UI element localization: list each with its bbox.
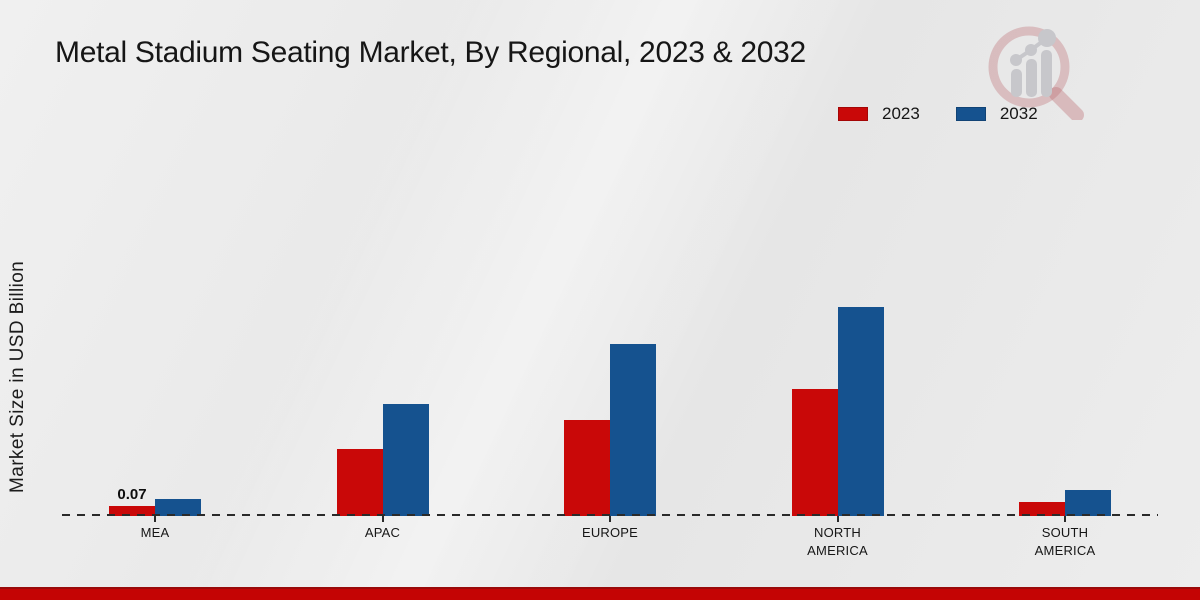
bar-2032-north-america (837, 307, 884, 516)
axis-tick (836, 516, 839, 522)
x-axis-dashed-baseline (62, 514, 1158, 516)
legend-label-2032: 2032 (999, 104, 1038, 123)
legend-swatch-2023 (838, 107, 868, 121)
legend-label-2023: 2023 (882, 104, 920, 123)
category-label-north-america: NORTH AMERICA (807, 525, 868, 558)
axis-tick (154, 516, 156, 522)
bar-2023-europe (564, 420, 610, 516)
bar-2032-apac (382, 404, 429, 516)
chart-title: Metal Stadium Seating Market, By Regiona… (55, 36, 806, 69)
y-axis-label: Market Size in USD Billion (7, 260, 28, 494)
axis-tick (609, 516, 611, 522)
category-label-apac: APAC (364, 525, 401, 540)
axis-tick (1064, 516, 1066, 522)
category-label-mea: MEA (140, 525, 170, 540)
bar-2023-mea (109, 506, 155, 516)
bar-2032-mea (155, 499, 201, 516)
bar-value-label: 0.07 (117, 486, 147, 503)
bar-2023-apac (336, 449, 383, 516)
footer-accent-band (0, 587, 1200, 600)
category-label-south-america: SOUTH AMERICA (1034, 525, 1096, 558)
axis-tick (381, 516, 384, 522)
legend-swatch-2032 (955, 107, 986, 121)
bar-2023-south-america (1019, 502, 1065, 516)
market-research-logo-watermark (988, 26, 1084, 120)
bar-2023-north-america (791, 389, 838, 516)
legend-item-2023: 2023 (838, 104, 920, 124)
legend-item-2032: 2032 (955, 104, 1038, 124)
category-label-europe: EUROPE (581, 525, 639, 540)
bar-2032-south-america (1065, 490, 1111, 516)
legend: 2023 2032 (838, 104, 1038, 124)
bar-2032-europe (610, 344, 656, 516)
